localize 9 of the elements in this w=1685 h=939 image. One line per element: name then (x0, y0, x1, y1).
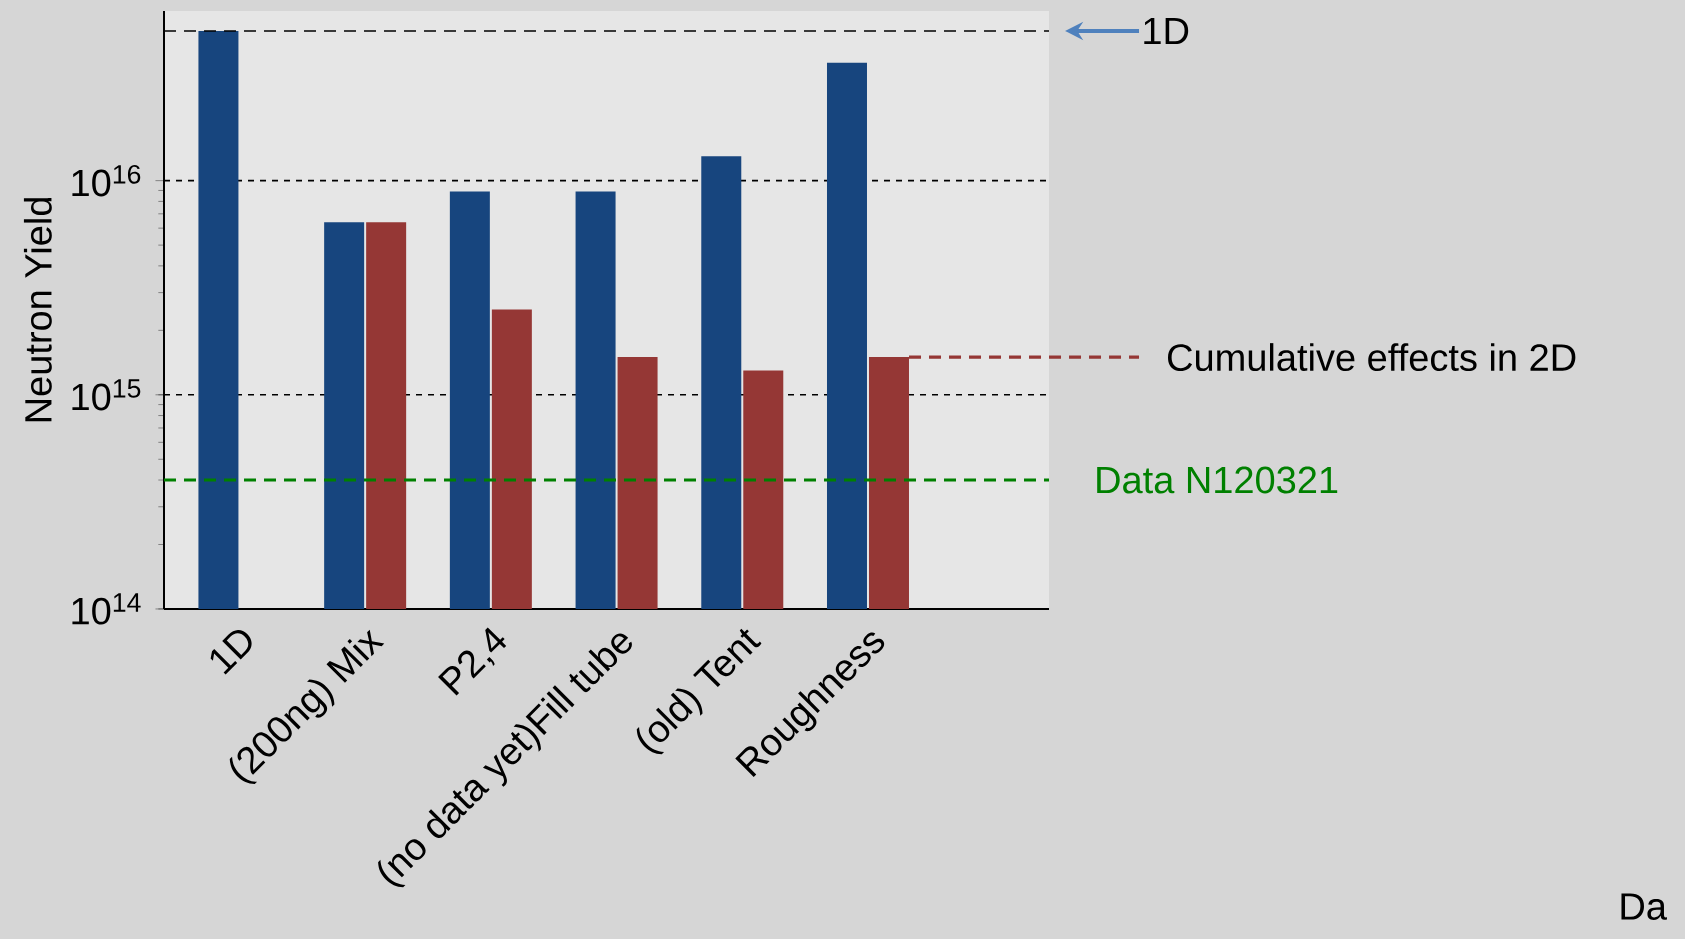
x-tick-label: 1D (210, 629, 252, 675)
ref-line-label: Data N120321 (1097, 466, 1338, 494)
y-axis-title: Neutron Yield (23, 198, 52, 422)
y-tick-label: 10$^{16}$ (72, 164, 141, 197)
ref-line-label: Cumulative effects in 2D (1168, 343, 1576, 372)
text: Da (1621, 893, 1667, 920)
ref-line-label: 1D (1144, 17, 1189, 45)
y-tick-label: 10$^{15}$ (72, 379, 141, 411)
y-tick-label: 10$^{14}$ (72, 593, 141, 625)
